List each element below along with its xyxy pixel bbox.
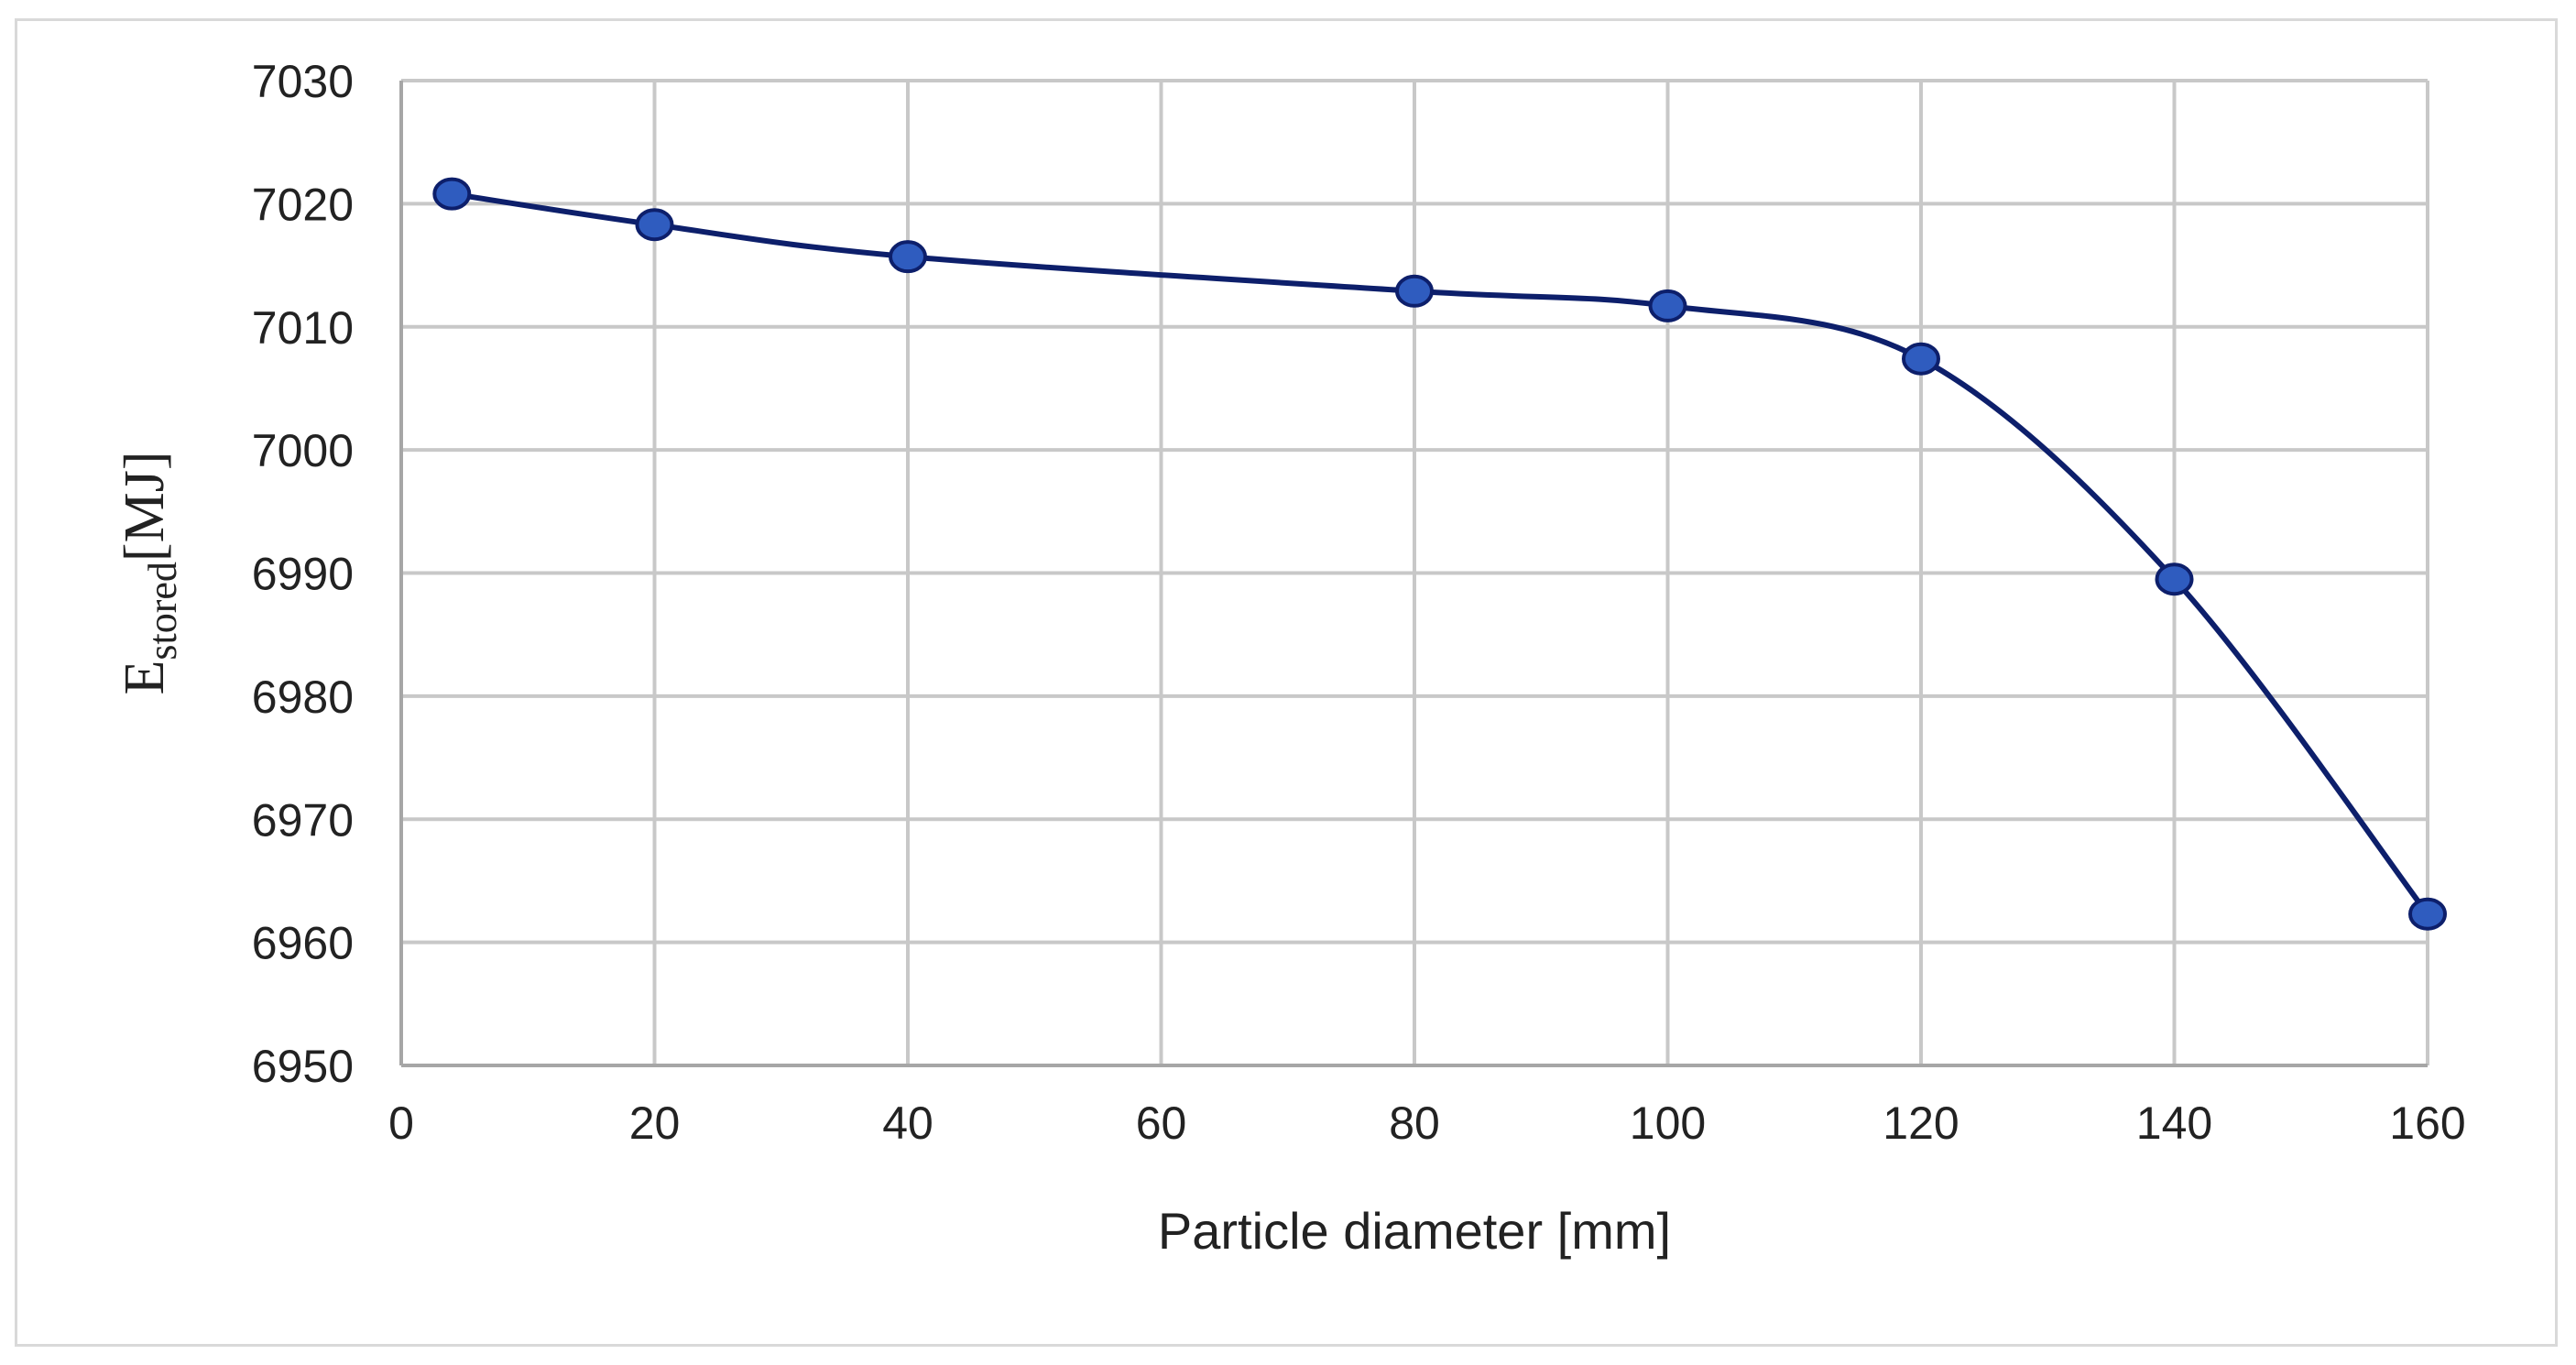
x-tick-label: 120 <box>1883 1097 1959 1149</box>
data-points <box>432 177 2447 931</box>
y-tick-label: 6950 <box>252 1041 354 1092</box>
y-tick-label: 6970 <box>252 794 354 846</box>
x-tick-label: 0 <box>388 1097 414 1149</box>
y-tick-label: 7000 <box>252 425 354 476</box>
series-line <box>449 191 2430 917</box>
data-point <box>432 177 472 211</box>
x-tick-label: 40 <box>882 1097 933 1149</box>
gridlines <box>401 79 2429 1065</box>
data-point <box>2155 562 2194 596</box>
data-point <box>889 240 927 274</box>
y-tick-label: 6990 <box>252 549 354 600</box>
y-tick-label: 7020 <box>252 179 354 230</box>
axes <box>399 81 2428 1067</box>
data-point <box>635 208 674 242</box>
data-point <box>1395 274 1434 308</box>
chart-frame <box>15 18 2558 1347</box>
y-axis-label-unit: [MJ] <box>114 452 176 562</box>
x-tick-labels: 0 20 40 60 80 100 120 140 160 <box>388 1097 2466 1149</box>
x-tick-label: 160 <box>2389 1097 2465 1149</box>
y-axis-label: Estored[MJ] <box>114 452 185 695</box>
x-tick-label: 20 <box>629 1097 681 1149</box>
data-point <box>2408 897 2447 931</box>
x-tick-label: 60 <box>1136 1097 1187 1149</box>
x-axis-label: Particle diameter [mm] <box>1158 1202 1671 1260</box>
y-tick-labels: 6950 6960 6970 6980 6990 7000 7010 7020 7030 <box>252 56 354 1092</box>
y-tick-label: 7030 <box>252 56 354 107</box>
y-axis-label-subscript: stored <box>140 562 185 661</box>
x-tick-label: 140 <box>2136 1097 2212 1149</box>
y-tick-label: 7010 <box>252 302 354 354</box>
x-tick-label: 80 <box>1389 1097 1440 1149</box>
data-point <box>1902 342 1940 376</box>
y-tick-label: 6980 <box>252 672 354 723</box>
data-point <box>1648 289 1687 322</box>
y-tick-label: 6960 <box>252 918 354 969</box>
x-tick-label: 100 <box>1630 1097 1706 1149</box>
y-axis-label-base: E <box>114 661 176 695</box>
